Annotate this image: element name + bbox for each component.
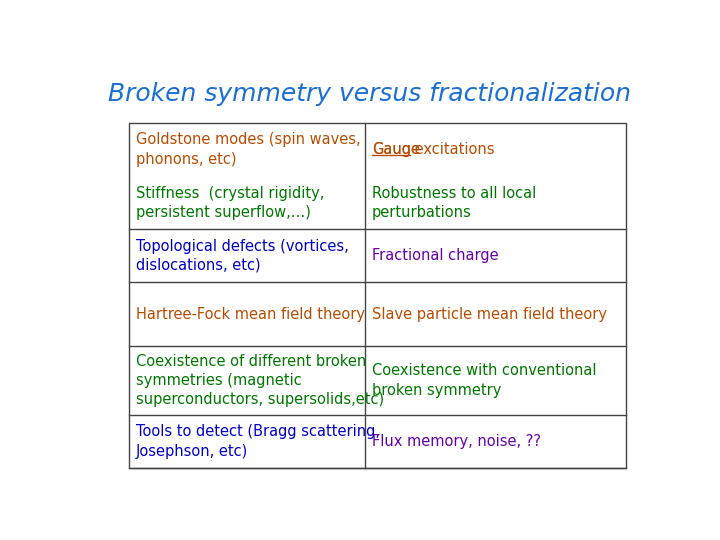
Text: Slave particle mean field theory: Slave particle mean field theory [372, 307, 607, 322]
Text: Topological defects (vortices,
dislocations, etc): Topological defects (vortices, dislocati… [136, 239, 348, 273]
Text: excitations: excitations [410, 142, 494, 157]
Text: Coexistence with conventional
broken symmetry: Coexistence with conventional broken sym… [372, 363, 596, 397]
Text: Hartree-Fock mean field theory: Hartree-Fock mean field theory [136, 307, 365, 322]
Text: Fractional charge: Fractional charge [372, 248, 498, 263]
Text: Gauge: Gauge [372, 142, 420, 157]
Text: Stiffness  (crystal rigidity,
persistent superflow,…): Stiffness (crystal rigidity, persistent … [136, 186, 324, 220]
Text: Flux memory, noise, ??: Flux memory, noise, ?? [372, 434, 541, 449]
Text: Gauge: Gauge [372, 142, 420, 157]
Text: Broken symmetry versus fractionalization: Broken symmetry versus fractionalization [107, 82, 631, 106]
Text: Robustness to all local
perturbations: Robustness to all local perturbations [372, 186, 536, 220]
Bar [129, 123, 626, 468]
Text: Tools to detect (Bragg scattering,
Josephson, etc): Tools to detect (Bragg scattering, Josep… [136, 424, 379, 458]
Text: Goldstone modes (spin waves,
phonons, etc): Goldstone modes (spin waves, phonons, et… [136, 132, 361, 167]
Text: Coexistence of different broken
symmetries (magnetic
superconductors, supersolid: Coexistence of different broken symmetri… [136, 354, 384, 407]
